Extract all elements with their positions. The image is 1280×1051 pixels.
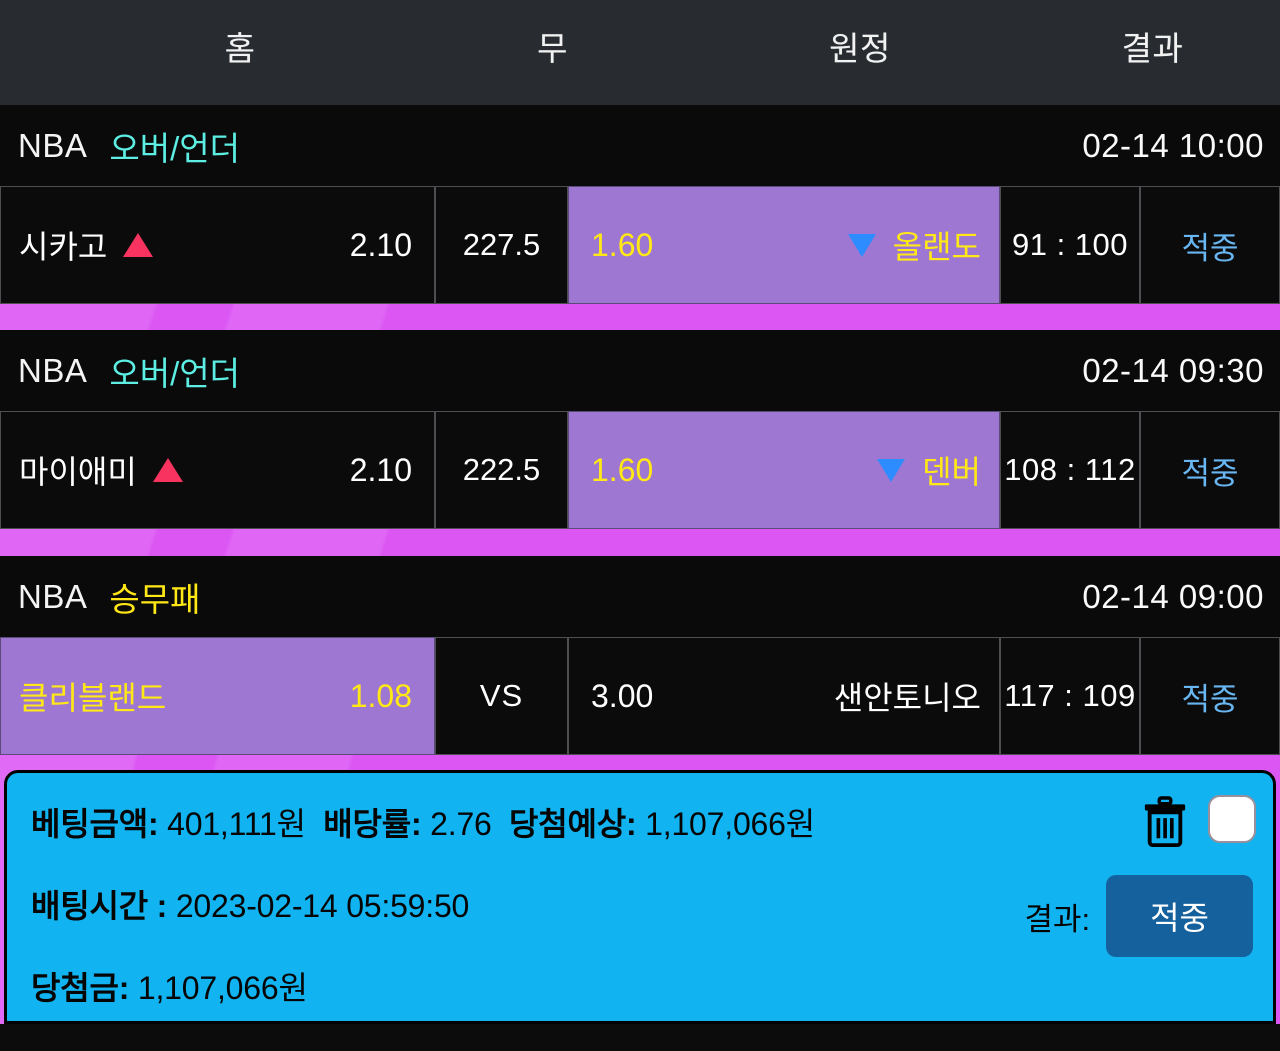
home-odds-value: 2.10 [349, 451, 412, 488]
home-odds-value: 2.10 [349, 226, 412, 263]
home-team-name: 시카고 [19, 229, 108, 265]
bet-time-label: 배팅시간 : [31, 888, 168, 924]
kickoff-time: 02-14 10:00 [1082, 126, 1264, 164]
payout-value: 1,107,066원 [137, 970, 308, 1006]
match-row: NBA 오버/언더 02-14 10:00 시카고 2.10 227.5 1.6… [0, 105, 1280, 304]
payout-label: 당첨금: [31, 970, 130, 1006]
select-checkbox[interactable] [1208, 795, 1256, 843]
away-team-name: 올랜도 [892, 229, 981, 265]
result-cell: 적중 [1140, 186, 1280, 304]
summary-outer: 베팅금액: 401,111원 배당률: 2.76 당첨예상: 1,107,066… [0, 755, 1280, 1024]
bet-summary-panel: 베팅금액: 401,111원 배당률: 2.76 당첨예상: 1,107,066… [4, 770, 1276, 1024]
result-status-button[interactable]: 적중 [1106, 875, 1253, 957]
kickoff-time: 02-14 09:30 [1082, 351, 1264, 389]
summary-bet-time-line: 배팅시간 : 2023-02-14 05:59:50 [31, 881, 1249, 927]
home-team: 마이애미 [19, 447, 183, 493]
odds-label: 배당률: [323, 806, 422, 842]
away-odds-cell[interactable]: 1.60 덴버 [568, 411, 1000, 529]
final-score: 91 : 100 [1011, 227, 1129, 262]
final-score: 117 : 109 [1004, 678, 1136, 713]
expected-value: 1,107,066원 [645, 806, 815, 842]
triangle-up-icon [123, 233, 154, 257]
middle-line-cell[interactable]: 227.5 [435, 186, 568, 304]
column-header-draw: 무 [537, 30, 568, 67]
home-team: 시카고 [19, 222, 154, 268]
result-cell: 적중 [1140, 637, 1280, 755]
league-name: NBA [18, 126, 88, 164]
middle-line-cell[interactable]: 222.5 [435, 411, 568, 529]
odds-row: 마이애미 2.10 222.5 1.60 덴버 108 : 112 적중 [0, 411, 1280, 529]
home-odds-cell[interactable]: 마이애미 2.10 [0, 411, 435, 529]
away-odds-cell[interactable]: 1.60 올랜도 [568, 186, 1000, 304]
away-team: 덴버 [877, 447, 981, 493]
summary-payout-line: 당첨금: 1,107,066원 [31, 963, 1249, 1009]
result-status: 적중 [1181, 455, 1239, 491]
home-team-name: 클리블랜드 [19, 680, 167, 716]
home-odds-cell[interactable]: 시카고 2.10 [0, 186, 435, 304]
away-odds-value: 1.60 [591, 226, 654, 263]
bet-type-label: 오버/언더 [109, 129, 240, 167]
column-header-away: 원정 [829, 30, 891, 67]
score-cell: 91 : 100 [1000, 186, 1140, 304]
over-under-line: 222.5 [462, 452, 541, 487]
away-odds-value: 3.00 [591, 677, 654, 714]
match-header: NBA 오버/언더 02-14 09:30 [0, 330, 1280, 411]
odds-row: 클리블랜드 1.08 VS 3.00 샌안토니오 117 : 109 적중 [0, 637, 1280, 755]
match-header: NBA 승무패 02-14 09:00 [0, 556, 1280, 637]
match-header: NBA 오버/언더 02-14 10:00 [0, 105, 1280, 186]
result-status: 적중 [1181, 230, 1239, 266]
result-status: 적중 [1181, 681, 1239, 717]
league-name: NBA [18, 351, 88, 389]
result-cell: 적중 [1140, 411, 1280, 529]
expected-label: 당첨예상: [509, 806, 637, 842]
column-header: 홈 무 원정 결과 [0, 0, 1280, 105]
away-team-name: 샌안토니오 [833, 680, 981, 716]
away-team: 올랜도 [847, 222, 981, 268]
away-odds-value: 1.60 [591, 451, 654, 488]
odds-row: 시카고 2.10 227.5 1.60 올랜도 91 : 100 적중 [0, 186, 1280, 304]
triangle-up-icon [152, 458, 183, 482]
over-under-line: 227.5 [462, 227, 541, 262]
summary-amounts-line: 베팅금액: 401,111원 배당률: 2.76 당첨예상: 1,107,066… [31, 799, 1249, 845]
result-control: 결과: 적중 [1024, 875, 1253, 957]
triangle-down-icon [877, 458, 906, 482]
match-separator [0, 304, 1280, 330]
score-cell: 108 : 112 [1000, 411, 1140, 529]
match-row: NBA 오버/언더 02-14 09:30 마이애미 2.10 222.5 1.… [0, 330, 1280, 529]
home-team: 클리블랜드 [19, 673, 166, 719]
match-separator [0, 529, 1280, 556]
middle-line-cell[interactable]: VS [435, 637, 568, 755]
bet-type-label: 오버/언더 [109, 354, 240, 392]
stake-label: 베팅금액: [31, 806, 159, 842]
home-team-name: 마이애미 [19, 454, 137, 490]
column-header-result: 결과 [1121, 30, 1184, 67]
result-field-label: 결과: [1024, 901, 1091, 937]
away-team-name: 덴버 [922, 454, 981, 490]
stake-value: 401,111원 [167, 806, 306, 842]
match-row: NBA 승무패 02-14 09:00 클리블랜드 1.08 VS 3.00 샌… [0, 556, 1280, 755]
home-odds-value: 1.08 [349, 677, 412, 714]
away-odds-cell[interactable]: 3.00 샌안토니오 [568, 637, 1000, 755]
home-odds-cell[interactable]: 클리블랜드 1.08 [0, 637, 435, 755]
trash-icon[interactable] [1142, 795, 1188, 848]
odds-value: 2.76 [430, 806, 492, 842]
league-name: NBA [18, 577, 88, 615]
score-cell: 117 : 109 [1000, 637, 1140, 755]
column-header-home: 홈 [224, 30, 256, 67]
kickoff-time: 02-14 09:00 [1082, 577, 1264, 615]
final-score: 108 : 112 [1004, 452, 1136, 487]
bet-time-value: 2023-02-14 05:59:50 [175, 888, 470, 924]
bet-type-label: 승무패 [109, 580, 201, 618]
triangle-down-icon [847, 233, 876, 257]
vs-label: VS [479, 678, 524, 713]
away-team: 샌안토니오 [834, 673, 981, 719]
